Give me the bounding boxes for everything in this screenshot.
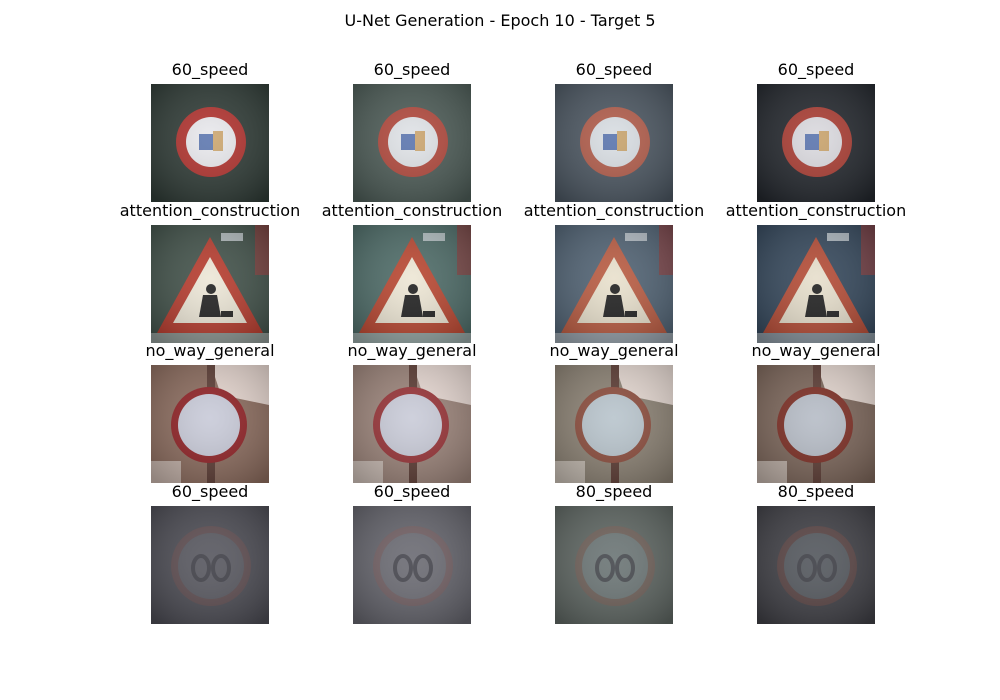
speed-limit-sign-image — [151, 84, 269, 202]
image-label: 60_speed — [575, 60, 653, 79]
image-label: no_way_general — [145, 341, 275, 360]
no-entry-sign-image — [151, 365, 269, 483]
image-label: 60_speed — [373, 482, 451, 501]
speed-limit-sign-image — [757, 84, 875, 202]
no-entry-sign-image — [757, 365, 875, 483]
faded-speed-sign-image — [757, 506, 875, 624]
image-label: 60_speed — [373, 60, 451, 79]
construction-warning-sign-image — [353, 225, 471, 343]
image-label: 80_speed — [575, 482, 653, 501]
image-label: 60_speed — [777, 60, 855, 79]
speed-limit-sign-image — [555, 84, 673, 202]
faded-speed-sign-image — [555, 506, 673, 624]
image-label: attention_construction — [321, 201, 503, 220]
image-label: 60_speed — [171, 60, 249, 79]
faded-speed-sign-image — [151, 506, 269, 624]
image-label: attention_construction — [523, 201, 705, 220]
speed-limit-sign-image — [353, 84, 471, 202]
construction-warning-sign-image — [555, 225, 673, 343]
image-label: 60_speed — [171, 482, 249, 501]
construction-warning-sign-image — [151, 225, 269, 343]
image-label: no_way_general — [751, 341, 881, 360]
image-label: attention_construction — [119, 201, 301, 220]
construction-warning-sign-image — [757, 225, 875, 343]
image-label: no_way_general — [347, 341, 477, 360]
image-label: no_way_general — [549, 341, 679, 360]
image-label: attention_construction — [725, 201, 907, 220]
no-entry-sign-image — [353, 365, 471, 483]
faded-speed-sign-image — [353, 506, 471, 624]
no-entry-sign-image — [555, 365, 673, 483]
image-label: 80_speed — [777, 482, 855, 501]
figure-title: U-Net Generation - Epoch 10 - Target 5 — [344, 11, 656, 30]
